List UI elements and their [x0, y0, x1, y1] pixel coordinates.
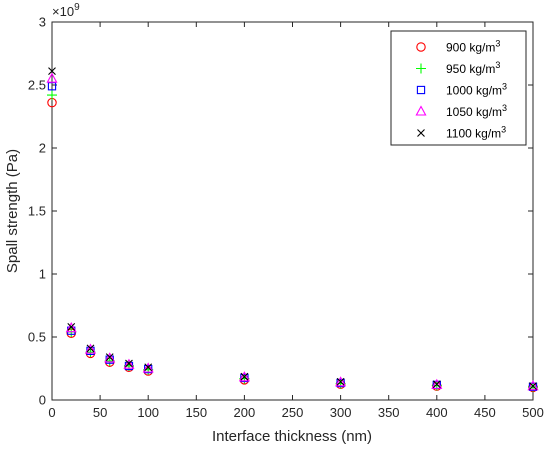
x-tick-label: 150	[185, 405, 207, 420]
data-point-triangle	[84, 343, 97, 354]
legend-label: 1050 kg/m3	[446, 103, 507, 119]
data-point-triangle	[238, 371, 250, 382]
data-point-x	[336, 377, 345, 386]
legend-label: 1000 kg/m3	[446, 82, 507, 98]
y-tick-label: 0	[39, 393, 46, 408]
y-axis-multiplier-exponent: 9	[74, 2, 80, 13]
data-point-triangle	[104, 352, 116, 363]
data-point-x	[144, 363, 153, 372]
legend-label-main: 1100 kg/m	[446, 127, 501, 141]
x-tick-label: 250	[282, 405, 304, 420]
data-point-x	[48, 67, 56, 76]
x-tick-label: 450	[474, 405, 496, 420]
data-point-triangle	[431, 378, 443, 389]
legend-label: 1100 kg/m3	[446, 125, 506, 141]
legend-marker-plus	[416, 63, 426, 74]
data-point-x	[67, 323, 76, 331]
x-tick-label: 350	[378, 405, 400, 420]
legend-marker-circle	[416, 42, 426, 52]
y-tick-label: 3	[39, 15, 46, 30]
x-tick-label: 100	[137, 405, 159, 420]
x-tick-label: 300	[330, 405, 352, 420]
x-tick-label: 50	[93, 405, 107, 420]
y-tick-label: 2	[39, 141, 46, 156]
legend-label-main: 900 kg/m	[446, 41, 495, 55]
data-point-x	[432, 380, 441, 389]
data-point-x	[86, 344, 95, 353]
data-point-plus	[47, 90, 57, 101]
data-point-triangle	[335, 376, 347, 387]
x-tick-label: 500	[522, 405, 544, 420]
x-tick-label: 400	[426, 405, 448, 420]
legend-label-superscript: 3	[502, 82, 507, 92]
legend-label: 900 kg/m3	[446, 39, 500, 55]
axis-ticks: 0 50 100 150 200 250 300 350 400 450 500 0 0.5 1 1.5 2 2…	[28, 15, 544, 421]
legend-marker-square	[416, 85, 426, 95]
y-axis-label: Spall strength (Pa)	[4, 149, 21, 273]
legend-box	[390, 30, 527, 146]
legend-label-superscript: 3	[495, 39, 500, 49]
legend-marker-triangle	[415, 105, 427, 116]
data-point-triangle	[527, 379, 539, 391]
legend-label-superscript: 3	[502, 103, 507, 113]
legend-label: 950 kg/m3	[446, 60, 500, 76]
y-axis-multiplier: ×109	[52, 2, 80, 19]
data-point-triangle	[46, 72, 58, 83]
data-point-triangle	[142, 362, 154, 373]
x-axis-label: Interface thickness (nm)	[212, 428, 372, 445]
y-tick-label: 2.5	[28, 78, 46, 93]
y-axis-multiplier-base: 10	[60, 4, 74, 19]
legend-label-main: 1000 kg/m	[446, 84, 502, 98]
legend-label-superscript: 3	[501, 125, 506, 135]
x-tick-label: 200	[234, 405, 256, 420]
data-point-x	[105, 353, 114, 362]
legend-marker-x	[417, 129, 425, 137]
legend-label-superscript: 3	[495, 60, 500, 70]
data-point-triangle	[65, 322, 77, 333]
y-tick-label: 1.5	[28, 204, 46, 219]
data-point-x	[125, 359, 133, 368]
data-point-x	[240, 372, 249, 381]
data-markers	[46, 67, 539, 393]
legend-label-main: 950 kg/m	[446, 62, 495, 76]
y-tick-label: 0.5	[28, 330, 46, 345]
data-point-triangle	[123, 358, 135, 369]
y-axis-multiplier-prefix: ×	[52, 4, 60, 19]
data-point-x	[529, 382, 537, 391]
legend-label-main: 1050 kg/m	[446, 105, 502, 119]
y-tick-label: 1	[39, 267, 46, 282]
x-tick-label: 0	[48, 405, 55, 420]
